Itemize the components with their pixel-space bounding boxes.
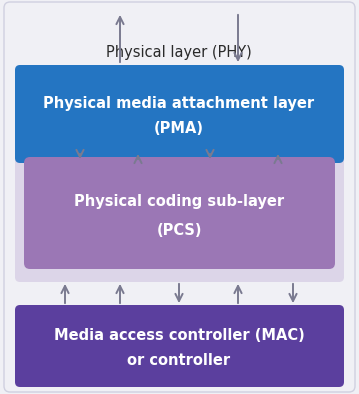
Text: Physical layer (PHY): Physical layer (PHY) — [106, 45, 252, 59]
FancyBboxPatch shape — [15, 150, 344, 282]
Text: or controller: or controller — [127, 353, 230, 368]
Text: Physical media attachment layer: Physical media attachment layer — [43, 96, 314, 111]
Text: Media access controller (MAC): Media access controller (MAC) — [53, 329, 304, 344]
FancyBboxPatch shape — [24, 157, 335, 269]
FancyBboxPatch shape — [4, 2, 355, 392]
Text: (PCS): (PCS) — [156, 223, 202, 238]
Text: Physical coding sub-layer: Physical coding sub-layer — [74, 193, 284, 208]
FancyBboxPatch shape — [15, 305, 344, 387]
FancyBboxPatch shape — [15, 65, 344, 163]
Text: (PMA): (PMA) — [154, 121, 204, 136]
